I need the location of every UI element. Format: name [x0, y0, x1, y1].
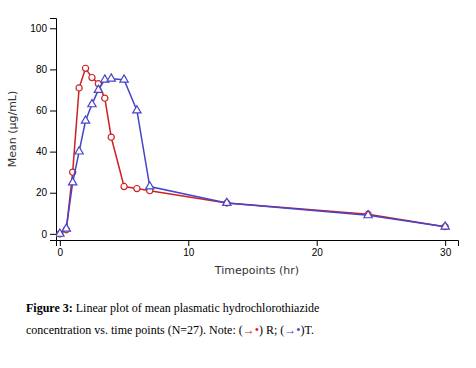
- series-marker: [69, 178, 77, 185]
- x-axis-tick: 10: [183, 240, 195, 258]
- y-axis-tick-label: 20: [36, 187, 48, 198]
- series-marker: [94, 85, 102, 92]
- y-axis-tick-mark: [50, 69, 56, 70]
- y-axis-tick-label: 60: [36, 105, 48, 116]
- y-axis-tick: 40: [36, 146, 56, 157]
- x-axis-tick-label: 0: [58, 247, 64, 258]
- x-axis-tick-mark: [317, 240, 318, 246]
- series-marker: [134, 186, 140, 192]
- series-line: [60, 68, 445, 233]
- series-marker: [133, 106, 141, 113]
- y-axis-tick-label: 80: [36, 64, 48, 75]
- x-axis: 0 10 20 30: [57, 240, 459, 258]
- x-axis-line: [57, 241, 459, 247]
- x-axis-tick-mark: [188, 240, 189, 246]
- y-axis-tick: 80: [36, 64, 56, 75]
- x-axis-tick-label: 10: [183, 247, 195, 258]
- caption-text: concentration vs. time points (N=27). No…: [26, 323, 243, 337]
- y-axis-line: [50, 19, 57, 241]
- series-marker: [82, 65, 88, 71]
- series-marker: [89, 75, 95, 81]
- caption-line: Figure 3: Linear plot of mean plasmatic …: [26, 301, 319, 315]
- series-marker: [441, 222, 449, 229]
- y-axis-title: Mean (µg/mL): [6, 91, 19, 168]
- caption-text: →•: [284, 323, 300, 337]
- x-axis-tick: 30: [440, 240, 452, 258]
- series-marker: [76, 85, 82, 91]
- series-marker: [81, 116, 89, 123]
- plot-area: 0 10 20 30 0 20 40 60 80 100: [30, 19, 458, 259]
- y-axis-tick-mark: [50, 152, 56, 153]
- y-axis-tick-label: 100: [30, 23, 47, 34]
- x-axis-tick-mark: [445, 240, 446, 246]
- x-axis-tick: 0: [58, 240, 64, 258]
- y-axis-tick-label: 40: [36, 146, 48, 157]
- series-group: [56, 65, 449, 237]
- y-axis-tick-mark: [50, 111, 56, 112]
- x-axis-title: Timepoints (hr): [214, 264, 299, 277]
- series-marker: [121, 183, 127, 189]
- series-marker: [88, 100, 96, 107]
- y-axis-tick: 20: [36, 187, 56, 198]
- series-marker: [102, 95, 108, 101]
- y-axis-tick-mark: [50, 193, 56, 194]
- series-marker: [108, 134, 114, 140]
- caption-text: )T.: [300, 323, 313, 337]
- caption-text: Linear plot of mean plasmatic hydrochlor…: [76, 301, 320, 315]
- series-marker: [364, 211, 372, 218]
- series-marker: [107, 74, 115, 81]
- caption-text: ) R; (: [259, 323, 284, 337]
- x-axis-tick-label: 20: [312, 247, 324, 258]
- caption-line: concentration vs. time points (N=27). No…: [26, 323, 314, 337]
- y-axis-tick: 60: [36, 105, 56, 116]
- series-marker: [62, 224, 70, 231]
- series-marker: [223, 198, 231, 205]
- caption-text: →•: [243, 323, 259, 337]
- x-axis-tick: 20: [312, 240, 324, 258]
- y-axis-tick-mark: [50, 28, 56, 29]
- series-marker: [75, 147, 83, 154]
- series-line: [60, 79, 445, 234]
- y-axis-tick: 100: [30, 23, 56, 34]
- series-marker: [120, 75, 128, 82]
- chart-svg: 0 10 20 30 0 20 40 60 80 100 Timepoints (hr) Mean (…: [0, 0, 476, 368]
- y-axis-tick-label: 0: [41, 229, 47, 240]
- caption-text: Figure 3:: [26, 301, 76, 315]
- y-axis-tick-mark: [50, 234, 56, 235]
- y-axis: 0 20 40 60 80 100: [30, 19, 56, 241]
- x-axis-tick-mark: [60, 240, 61, 246]
- y-axis-tick: 0: [41, 229, 56, 240]
- series-marker: [146, 182, 154, 189]
- x-axis-tick-label: 30: [440, 247, 452, 258]
